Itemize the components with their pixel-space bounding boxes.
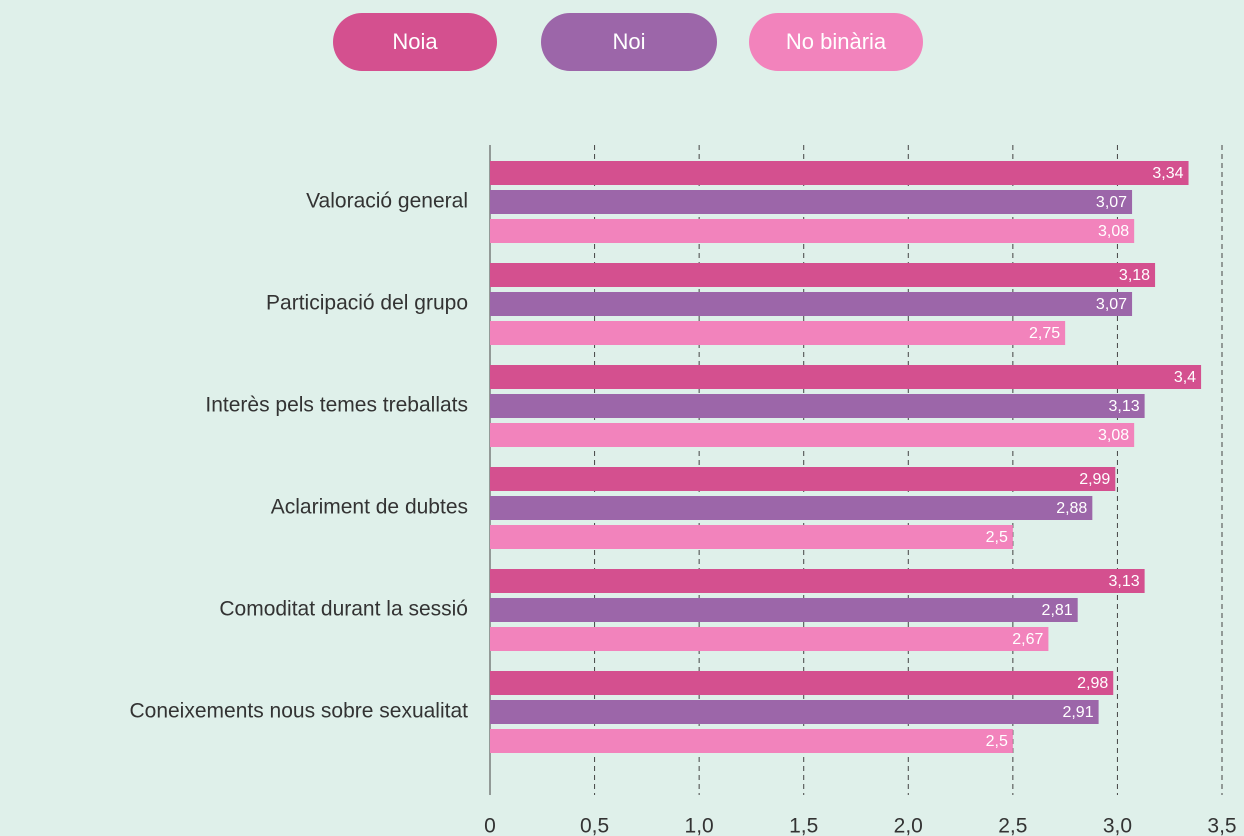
value-label: 3,13	[1108, 398, 1139, 415]
bar	[490, 219, 1135, 243]
bar	[490, 525, 1013, 549]
value-label: 2,5	[986, 529, 1008, 546]
bar	[490, 467, 1116, 491]
value-label: 3,08	[1098, 223, 1129, 240]
legend-label[interactable]: Noi	[612, 29, 645, 54]
bar	[490, 569, 1145, 593]
value-label: 3,18	[1119, 267, 1150, 284]
x-tick-label: 1,0	[685, 815, 714, 836]
value-label: 2,91	[1062, 704, 1093, 721]
legend-label[interactable]: Noia	[392, 29, 438, 54]
bar	[490, 671, 1114, 695]
bar	[490, 161, 1189, 185]
legend-item[interactable]	[541, 13, 717, 71]
category-label: Valoració general	[306, 190, 468, 213]
value-label: 3,13	[1108, 573, 1139, 590]
value-label: 3,4	[1174, 369, 1196, 386]
value-label: 2,88	[1056, 500, 1087, 517]
category-label: Coneixements nous sobre sexualitat	[129, 700, 468, 723]
bar	[490, 598, 1078, 622]
value-label: 2,81	[1042, 602, 1073, 619]
x-tick-label: 0	[484, 815, 496, 836]
legend-item[interactable]	[333, 13, 497, 71]
bar	[490, 292, 1133, 316]
category-label: Participació del grupo	[266, 292, 468, 315]
x-tick-label: 1,5	[789, 815, 818, 836]
value-label: 3,08	[1098, 427, 1129, 444]
legend-label[interactable]: No binària	[786, 29, 887, 54]
bar	[490, 729, 1013, 753]
bar	[490, 263, 1156, 287]
x-tick-label: 2,5	[998, 815, 1027, 836]
x-tick-label: 3,0	[1103, 815, 1132, 836]
category-label: Aclariment de dubtes	[271, 496, 468, 519]
value-label: 3,07	[1096, 296, 1127, 313]
bar	[490, 496, 1093, 520]
bar	[490, 423, 1135, 447]
x-tick-label: 3,5	[1207, 815, 1236, 836]
value-label: 2,5	[986, 733, 1008, 750]
value-label: 2,99	[1079, 471, 1110, 488]
value-label: 2,98	[1077, 675, 1108, 692]
bar	[490, 190, 1133, 214]
legend-item[interactable]	[749, 13, 923, 71]
x-tick-label: 2,0	[894, 815, 923, 836]
bar	[490, 700, 1099, 724]
x-tick-label: 0,5	[580, 815, 609, 836]
bar	[490, 627, 1049, 651]
bar	[490, 365, 1202, 389]
value-label: 2,75	[1029, 325, 1060, 342]
value-label: 3,07	[1096, 194, 1127, 211]
value-label: 3,34	[1152, 165, 1183, 182]
value-label: 2,67	[1012, 631, 1043, 648]
category-label: Comoditat durant la sessió	[219, 598, 468, 621]
bar	[490, 321, 1066, 345]
category-label: Interès pels temes treballats	[205, 394, 468, 417]
bar	[490, 394, 1145, 418]
